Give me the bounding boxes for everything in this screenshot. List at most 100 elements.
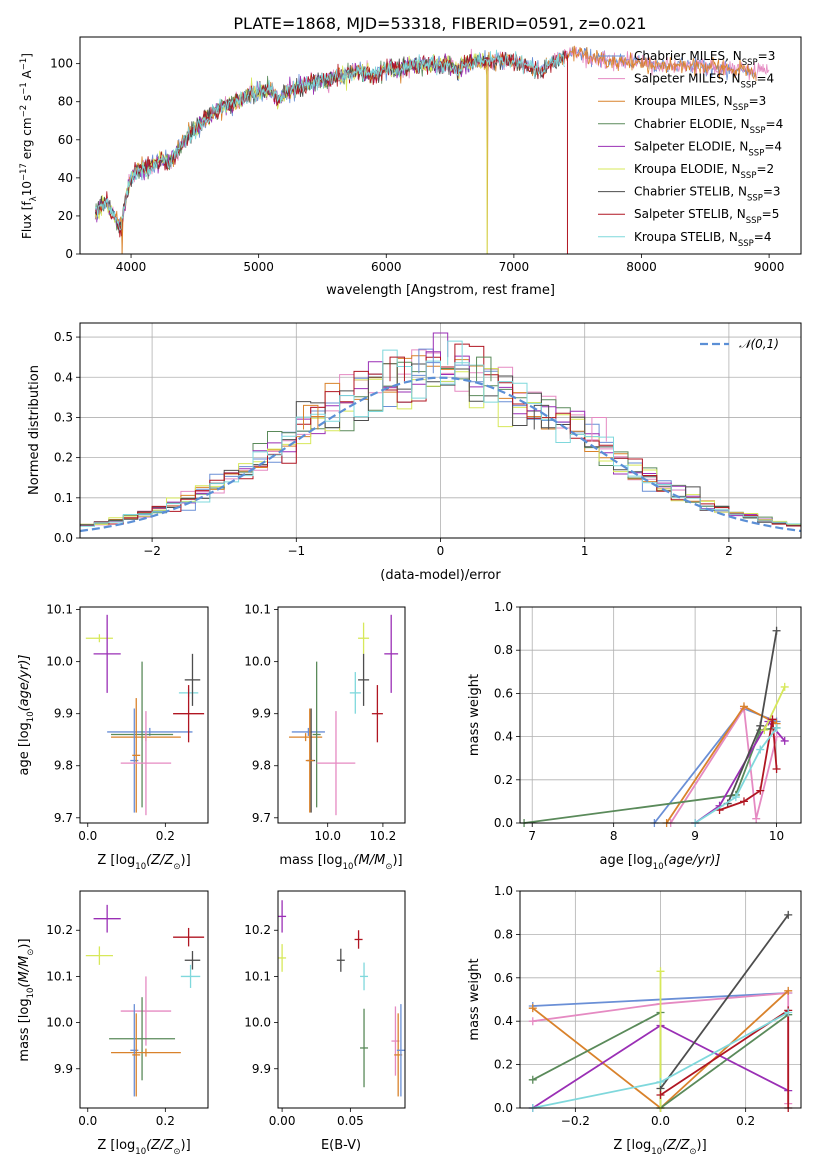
spectrum-line-5: [94, 52, 487, 229]
weight-marker-8-2: [784, 1008, 793, 1017]
weight-vs-age-x-label: age [log10(age/yr)]: [600, 853, 721, 872]
y-tick-label: 0.4: [54, 370, 73, 384]
legend-entry-7: Salpeter STELIB, NSSP=5: [634, 207, 779, 226]
y-tick-label: 0.2: [494, 1058, 513, 1072]
weight_vs_age-frame: [519, 606, 802, 824]
label-part: Salpeter MILES, N: [634, 72, 741, 86]
y-tick-label: 10.1: [244, 603, 271, 617]
label-part: )]: [17, 938, 32, 948]
figure-title: PLATE=1868, MJD=53318, FIBERID=0591, z=0…: [233, 14, 646, 33]
weight-marker-5-0: [656, 967, 665, 976]
label-part: (age/yr)]: [664, 853, 721, 868]
weight-marker-5-0: [760, 726, 769, 735]
label-part: Z [log: [97, 853, 135, 868]
label-part: )]: [697, 1138, 707, 1153]
label-part: 10: [135, 1147, 146, 1157]
x-tick-label: 0.2: [736, 1114, 755, 1128]
weight-marker-6-1: [756, 721, 765, 730]
x-tick-label: 1: [581, 544, 589, 558]
label-part: 10: [26, 988, 36, 999]
weight-marker-3-0: [528, 1075, 537, 1084]
y-tick-label: 9.9: [54, 1062, 73, 1076]
label-part: Chabrier ELODIE, N: [634, 117, 750, 131]
histogram-spike: [533, 404, 550, 430]
y-tick-label: 9.8: [54, 759, 73, 773]
label-part: SSP: [746, 216, 762, 226]
label-part: =3: [763, 185, 781, 199]
label-part: ⊙: [173, 862, 180, 872]
y-tick-label: 0.8: [494, 927, 513, 941]
histogram-spike: [476, 356, 492, 382]
y-tick-label: 10.1: [46, 603, 73, 617]
x-tick-label: 9000: [754, 260, 785, 274]
y-tick-label: 9.9: [252, 1062, 271, 1076]
weight_vs_age-y-label: mass weight: [467, 674, 482, 756]
label-part: SSP: [733, 103, 749, 113]
y-tick-label: 0.8: [494, 643, 513, 657]
weight-line-8: [694, 727, 778, 824]
label-part: −1: [19, 82, 29, 95]
label-part: s: [20, 95, 34, 105]
x-tick-label: 8: [610, 829, 618, 843]
label-part: Chabrier STELIB, N: [634, 185, 747, 199]
label-part: (Z/Z: [662, 1138, 690, 1153]
label-part: SSP: [750, 126, 766, 136]
residuals-frame: [79, 322, 802, 539]
x-tick-label: 10.2: [370, 829, 397, 843]
y-tick-label: 10.0: [46, 1016, 73, 1030]
label-part: A: [20, 69, 34, 82]
label-part: =5: [762, 207, 780, 221]
y-tick-label: 10.0: [244, 1016, 271, 1030]
histogram-spike: [418, 348, 434, 374]
x-tick-label: 9: [691, 829, 699, 843]
y-tick-label: 0.5: [54, 330, 73, 344]
label-part: SSP: [742, 58, 758, 68]
label-part: Salpeter STELIB, N: [634, 207, 746, 221]
y-tick-label: 0.3: [54, 410, 73, 424]
x-tick-label: −0.2: [561, 1114, 590, 1128]
weight-marker-1-0: [528, 1017, 537, 1026]
y-tick-label: 9.8: [252, 759, 271, 773]
label-part: =4: [764, 139, 782, 153]
mass_vs_ebv-frame: [277, 890, 406, 1109]
legend-entry-1: Salpeter MILES, NSSP=4: [634, 72, 774, 91]
y-tick-label: 80: [58, 95, 73, 109]
label-part: SSP: [741, 171, 757, 181]
y-tick-label: 40: [58, 171, 73, 185]
residuals-x-label: (data-model)/error: [380, 568, 501, 583]
label-part: Kroupa MILES, N: [634, 94, 733, 108]
spectrum-line-4: [94, 53, 489, 228]
y-tick-label: 9.7: [54, 811, 73, 825]
label-part: ⊙: [173, 1147, 180, 1157]
y-tick-label: 0.0: [494, 1101, 513, 1115]
weight-marker-7-2: [756, 786, 765, 795]
legend-entry-3: Chabrier ELODIE, NSSP=4: [634, 117, 783, 136]
label-part: ⊙: [26, 949, 36, 956]
y-tick-label: 1.0: [494, 884, 513, 898]
label-part: (Z/Z: [146, 1138, 174, 1153]
label-part: Z [log: [97, 1138, 135, 1153]
label-part: Flux [f: [20, 201, 34, 239]
y-tick-label: 20: [58, 209, 73, 223]
histogram-spike: [303, 404, 319, 430]
weight-vs-Z-x-label: Z [log10(Z/Z⊙)]: [613, 1138, 706, 1157]
label-part: λ: [29, 196, 39, 201]
y-tick-label: 0.4: [494, 1014, 513, 1028]
label-part: =3: [758, 49, 776, 63]
label-part: −1: [19, 58, 29, 71]
x-tick-label: 0.2: [156, 1114, 175, 1128]
weight-line-3: [523, 727, 777, 824]
label-part: SSP: [738, 239, 754, 249]
spectrum-line-6: [94, 50, 566, 234]
spectrum-line-3: [94, 53, 489, 233]
y-tick-label: 10.1: [46, 969, 73, 983]
weight-marker-4-3: [780, 736, 789, 745]
y-tick-label: 60: [58, 133, 73, 147]
legend-entry-5: Kroupa ELODIE, NSSP=2: [634, 162, 774, 181]
weight-line-5: [763, 686, 786, 731]
y-tick-label: 9.9: [54, 707, 73, 721]
label-part: age [log: [17, 722, 32, 775]
label-part: =4: [766, 117, 784, 131]
y-tick-label: 9.7: [252, 811, 271, 825]
